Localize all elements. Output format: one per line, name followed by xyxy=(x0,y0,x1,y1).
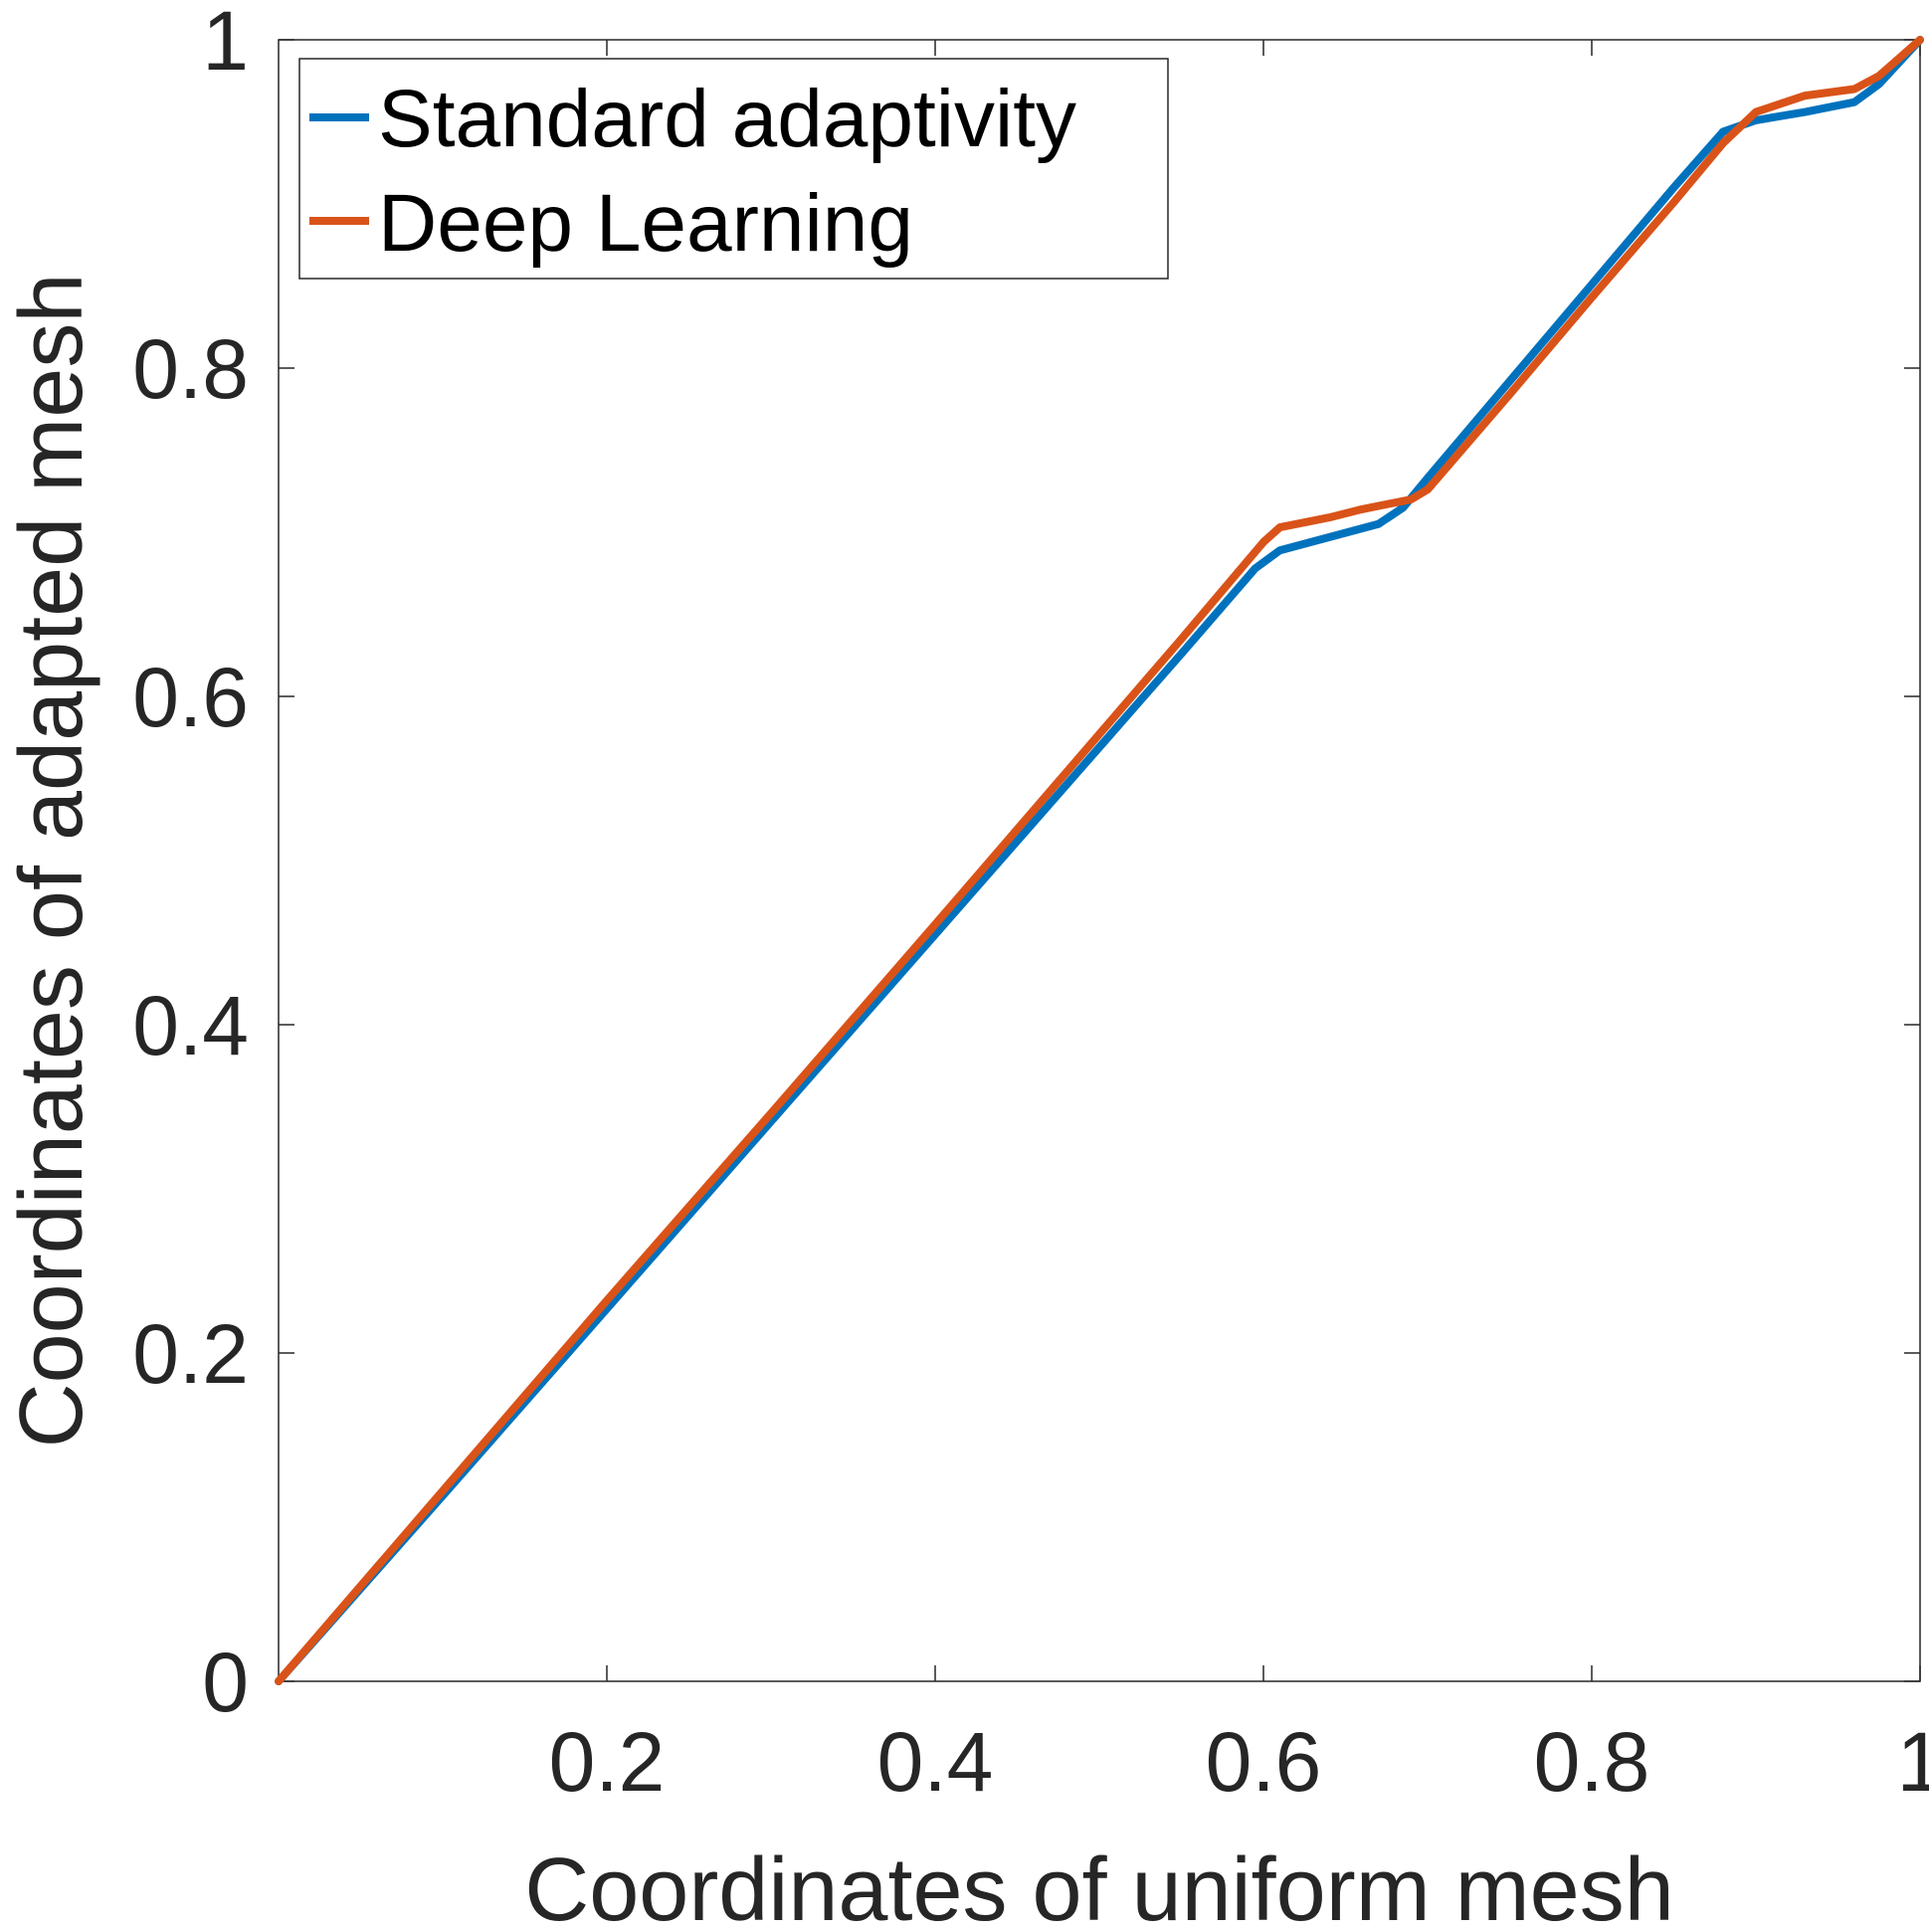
legend: Standard adaptivity Deep Learning xyxy=(298,58,1169,280)
x-tick-label: 0.6 xyxy=(1206,1715,1322,1809)
y-tick-label: 0.8 xyxy=(132,322,249,416)
legend-label-deep-learning: Deep Learning xyxy=(378,178,913,269)
plot-area xyxy=(278,39,1921,1682)
y-tick-label: 1 xyxy=(202,0,249,88)
y-tick-label: 0.4 xyxy=(132,979,249,1072)
x-tick-label: 0.2 xyxy=(549,1715,666,1809)
y-tick-labels: 0 0.2 0.4 0.6 0.8 1 xyxy=(132,0,249,1729)
y-tick-label: 0.6 xyxy=(132,651,249,744)
x-tick-label: 0.4 xyxy=(877,1715,994,1809)
y-tick-label: 0.2 xyxy=(132,1307,249,1401)
y-axis-label: Coordinates of adapted mesh xyxy=(2,274,101,1449)
legend-label-standard-adaptivity: Standard adaptivity xyxy=(378,74,1076,164)
x-tick-label: 1 xyxy=(1897,1715,1929,1809)
x-axis-label: Coordinates of uniform mesh xyxy=(524,1840,1674,1932)
y-tick-label: 0 xyxy=(202,1636,249,1729)
legend-box xyxy=(298,58,1169,280)
series-line-standard-adaptivity xyxy=(275,36,1924,1685)
x-tick-labels: 0.2 0.4 0.6 0.8 1 xyxy=(549,1715,1929,1809)
x-tick-label: 0.8 xyxy=(1534,1715,1650,1809)
series-line-deep-learning xyxy=(275,36,1924,1685)
series-layer xyxy=(275,36,1924,1685)
